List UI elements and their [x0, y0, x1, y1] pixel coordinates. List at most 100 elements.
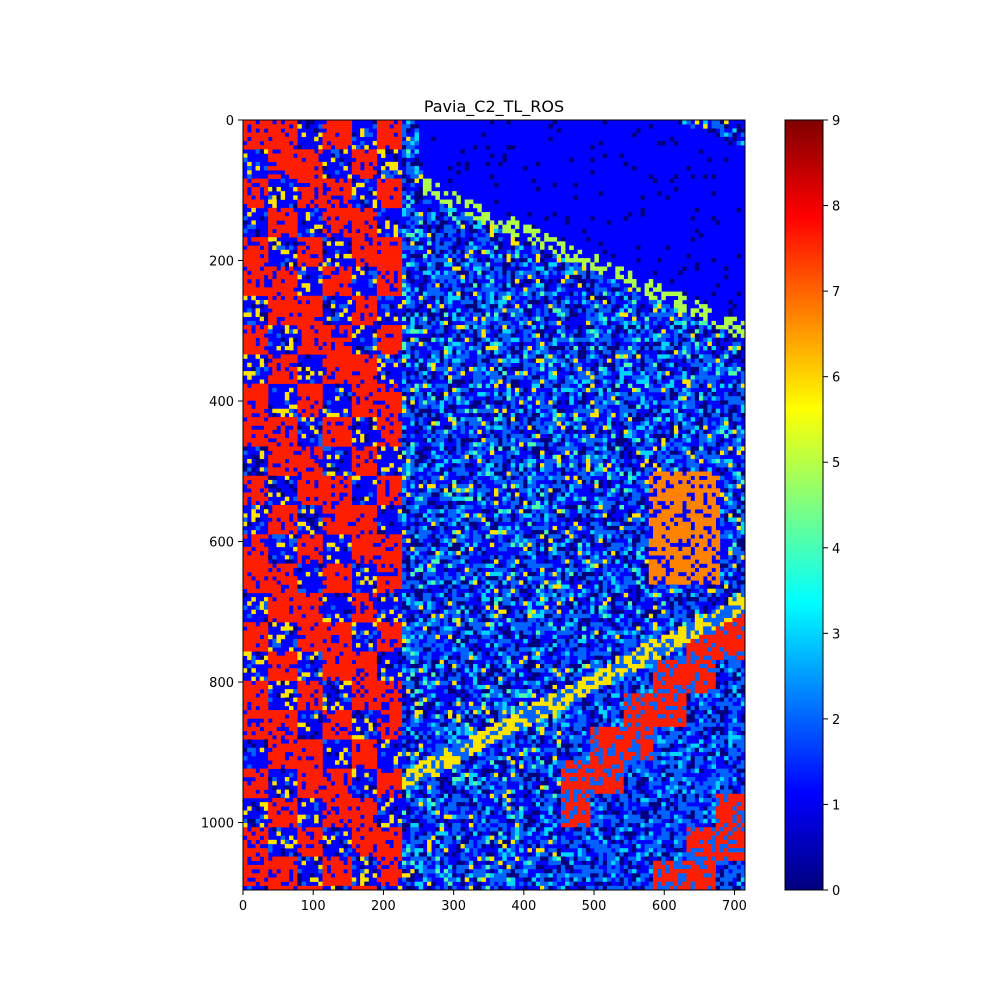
heatmap-cell-run: [372, 124, 378, 129]
heatmap-cell-run: [736, 345, 742, 351]
heatmap-cell-run: [535, 237, 541, 242]
heatmap-cell-run: [364, 207, 373, 213]
heatmap-cell-run: [573, 429, 578, 435]
heatmap-cell-run: [376, 563, 382, 569]
heatmap-cell-run: [736, 484, 742, 489]
heatmap-cell-run: [560, 463, 566, 468]
heatmap-cell-run: [473, 220, 478, 225]
heatmap-cell-run: [548, 279, 553, 284]
heatmap-cell-run: [623, 551, 629, 556]
heatmap-cell-run: [732, 471, 737, 476]
heatmap-cell-run: [339, 157, 344, 163]
heatmap-cell-run: [439, 333, 445, 338]
heatmap-cell-run: [698, 149, 704, 154]
heatmap-cell-run: [364, 513, 378, 518]
heatmap-cell-run: [573, 304, 583, 309]
heatmap-cell-run: [719, 492, 725, 497]
heatmap-cell-run: [565, 358, 570, 364]
heatmap-cell-run: [243, 182, 252, 188]
heatmap-cell-run: [569, 283, 574, 288]
heatmap-cell-run: [548, 354, 553, 359]
heatmap-cell-run: [669, 279, 675, 284]
heatmap-cell-run: [456, 316, 461, 322]
heatmap-cell-run: [410, 509, 419, 514]
heatmap-cell-run: [590, 400, 595, 405]
heatmap-cell-run: [690, 542, 696, 548]
heatmap-cell-run: [468, 279, 474, 284]
heatmap-cell-run: [376, 366, 382, 372]
heatmap-cell-run: [644, 576, 650, 581]
heatmap-cell-run: [577, 354, 587, 359]
heatmap-cell-run: [644, 417, 650, 422]
heatmap-cell-run: [724, 316, 737, 322]
heatmap-cell-run: [686, 404, 696, 410]
heatmap-cell-run: [401, 404, 407, 410]
heatmap-cell-run: [586, 454, 591, 460]
heatmap-cell-run: [527, 521, 532, 527]
heatmap-cell-run: [519, 530, 524, 535]
heatmap-cell-run: [297, 178, 336, 184]
heatmap-cell-run: [268, 274, 273, 280]
heatmap-cell-run: [565, 400, 570, 405]
heatmap-cell-run: [560, 542, 566, 548]
heatmap-cell-run: [406, 492, 411, 497]
heatmap-cell-run: [544, 467, 553, 472]
heatmap-cell-run: [406, 220, 411, 225]
heatmap-cell-run: [619, 433, 624, 439]
heatmap-cell-run: [648, 538, 666, 543]
heatmap-cell-run: [326, 546, 332, 552]
heatmap-cell-run: [418, 295, 424, 301]
heatmap-cell-run: [535, 425, 545, 430]
heatmap-cell-run: [427, 484, 436, 489]
heatmap-cell-run: [418, 316, 424, 322]
heatmap-cell-run: [418, 525, 424, 531]
heatmap-cell-run: [255, 458, 265, 464]
heatmap-cell-run: [531, 350, 537, 355]
heatmap-cell-run: [372, 588, 378, 594]
heatmap-cell-run: [556, 509, 562, 514]
heatmap-cell-run: [510, 438, 516, 443]
heatmap-cell-run: [556, 592, 562, 598]
heatmap-cell-run: [422, 571, 436, 577]
heatmap-cell-run: [740, 408, 745, 414]
heatmap-cell-run: [251, 505, 256, 510]
heatmap-cell-run: [581, 467, 587, 472]
heatmap-cell-run: [464, 325, 470, 330]
heatmap-cell-run: [489, 120, 495, 125]
heatmap-cell-run: [355, 429, 361, 435]
heatmap-cell-run: [573, 425, 578, 430]
heatmap-cell-run: [724, 136, 729, 142]
heatmap-cell-run: [736, 592, 742, 598]
heatmap-cell-run: [368, 232, 378, 238]
heatmap-cell-run: [418, 484, 424, 489]
heatmap-cell-run: [611, 279, 616, 284]
heatmap-cell-run: [360, 140, 365, 146]
heatmap-cell-run: [548, 366, 558, 372]
heatmap-cell-run: [665, 392, 670, 397]
heatmap-cell-run: [406, 178, 415, 184]
heatmap-cell-run: [473, 408, 478, 414]
heatmap-cell-run: [711, 538, 721, 543]
heatmap-cell-run: [468, 492, 474, 497]
heatmap-cell-run: [502, 601, 512, 606]
heatmap-cell-run: [393, 383, 399, 389]
heatmap-cell-run: [397, 513, 403, 518]
heatmap-cell-run: [715, 337, 721, 343]
heatmap-cell-run: [414, 157, 419, 163]
heatmap-cell-run: [447, 551, 453, 556]
heatmap-cell-run: [314, 513, 319, 518]
heatmap-cell-run: [414, 195, 424, 200]
heatmap-cell-run: [414, 362, 419, 368]
heatmap-cell-run: [514, 237, 520, 242]
heatmap-cell-run: [669, 446, 675, 451]
heatmap-cell-run: [657, 408, 662, 414]
heatmap-cell-run: [410, 525, 415, 531]
heatmap-cell-run: [414, 166, 419, 171]
heatmap-cell-run: [661, 559, 666, 564]
heatmap-cell-run: [452, 283, 457, 288]
heatmap-cell-run: [728, 400, 745, 405]
heatmap-cell-run: [351, 396, 357, 401]
heatmap-cell-run: [648, 463, 654, 468]
heatmap-cell-run: [389, 492, 399, 497]
heatmap-cell-run: [619, 333, 624, 338]
